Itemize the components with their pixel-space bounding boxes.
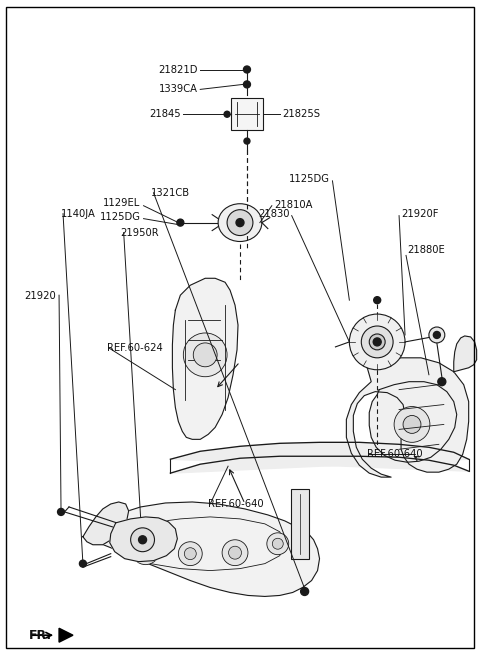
Bar <box>291 489 309 559</box>
Circle shape <box>361 326 393 358</box>
Text: REF.60-640: REF.60-640 <box>367 449 423 459</box>
Circle shape <box>374 297 381 304</box>
Text: 21825S: 21825S <box>282 109 320 119</box>
Text: 1339CA: 1339CA <box>159 84 198 94</box>
Circle shape <box>132 537 159 565</box>
Circle shape <box>243 81 251 88</box>
Polygon shape <box>172 278 238 440</box>
Circle shape <box>433 331 440 339</box>
Circle shape <box>58 508 64 515</box>
Text: REF.60-640: REF.60-640 <box>208 499 264 509</box>
Circle shape <box>244 138 250 144</box>
Text: 21920: 21920 <box>24 291 56 301</box>
Circle shape <box>429 327 445 343</box>
Text: 1140JA: 1140JA <box>61 209 96 219</box>
Circle shape <box>183 333 227 377</box>
Polygon shape <box>170 442 468 473</box>
Circle shape <box>139 544 153 557</box>
Circle shape <box>222 540 248 566</box>
Circle shape <box>394 407 430 442</box>
Text: 21880E: 21880E <box>407 246 445 255</box>
Circle shape <box>438 378 446 386</box>
Text: FR.: FR. <box>29 629 52 642</box>
Circle shape <box>373 338 381 346</box>
Text: 21845: 21845 <box>150 109 181 119</box>
Text: REF.60-624: REF.60-624 <box>107 343 163 353</box>
Text: 1125DG: 1125DG <box>288 174 329 184</box>
Text: 21920F: 21920F <box>401 209 439 219</box>
Text: 21810A: 21810A <box>274 200 312 210</box>
Polygon shape <box>369 382 457 462</box>
Polygon shape <box>86 502 320 597</box>
Text: 1129EL: 1129EL <box>103 198 141 208</box>
Polygon shape <box>59 628 73 642</box>
Circle shape <box>139 536 146 544</box>
Circle shape <box>179 542 202 566</box>
Circle shape <box>403 415 421 434</box>
Circle shape <box>193 343 217 367</box>
Circle shape <box>184 548 196 559</box>
Circle shape <box>131 528 155 552</box>
Ellipse shape <box>218 204 262 242</box>
Circle shape <box>228 546 241 559</box>
Circle shape <box>369 334 385 350</box>
Polygon shape <box>454 336 477 372</box>
Circle shape <box>227 210 253 236</box>
Bar <box>231 98 263 130</box>
Circle shape <box>349 314 405 370</box>
Text: 21830: 21830 <box>258 209 290 219</box>
Text: 1321CB: 1321CB <box>151 188 190 198</box>
Circle shape <box>236 219 244 227</box>
Polygon shape <box>110 517 178 561</box>
Circle shape <box>243 66 251 73</box>
Text: 21821D: 21821D <box>159 64 198 75</box>
Polygon shape <box>347 358 468 477</box>
Text: 1125DG: 1125DG <box>99 212 141 221</box>
Circle shape <box>300 588 309 595</box>
Circle shape <box>272 538 283 549</box>
Polygon shape <box>83 502 129 545</box>
Circle shape <box>267 533 288 555</box>
Circle shape <box>79 560 86 567</box>
Circle shape <box>224 111 230 117</box>
Circle shape <box>177 219 184 226</box>
Text: 21950R: 21950R <box>120 227 159 238</box>
